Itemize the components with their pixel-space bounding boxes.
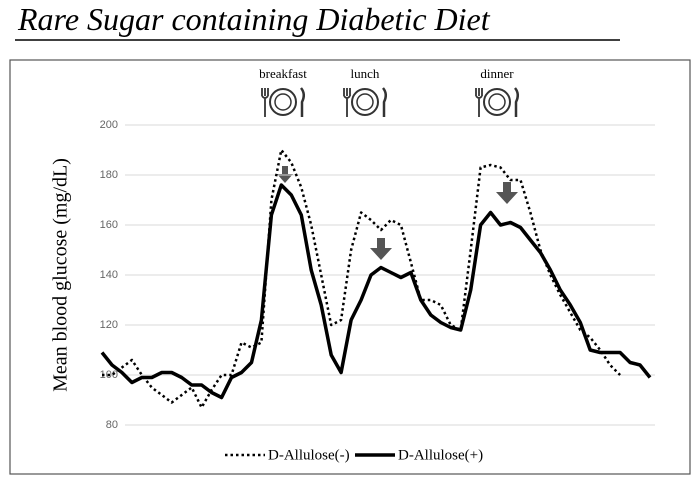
plate — [483, 88, 511, 116]
chart-frame — [9, 59, 691, 475]
y-tick-label: 180 — [100, 169, 118, 181]
y-tick-label: 120 — [100, 319, 118, 331]
arrows — [277, 166, 518, 260]
meal-icon — [261, 87, 305, 117]
line-series — [100, 183, 652, 400]
line-series — [102, 148, 621, 409]
fork — [343, 88, 351, 117]
plate — [351, 88, 379, 116]
meal-icon — [343, 87, 387, 117]
y-tick-label: 80 — [106, 419, 118, 431]
meal-icon — [475, 87, 519, 117]
plate-inner — [274, 93, 292, 111]
meal-label: dinner — [480, 66, 514, 81]
y-tick-label: 160 — [100, 219, 118, 231]
knife — [381, 87, 387, 117]
legend-label: D-Allulose(+) — [398, 447, 483, 463]
meal-label: breakfast — [259, 66, 307, 81]
chart-title: Rare Sugar containing Diabetic Diet — [17, 1, 491, 37]
plate-inner — [488, 93, 506, 111]
meal-label: lunch — [351, 66, 380, 81]
arrow — [370, 238, 392, 260]
y-tick-label: 140 — [100, 269, 118, 281]
knife — [513, 87, 519, 117]
plate-inner — [356, 93, 374, 111]
legend-label: D-Allulose(-) — [268, 447, 350, 463]
fork — [475, 88, 483, 117]
plate — [269, 88, 297, 116]
knife — [299, 87, 305, 117]
fork — [261, 88, 269, 117]
y-axis-label: Mean blood glucose (mg/dL) — [50, 158, 72, 392]
y-tick-label: 200 — [100, 119, 118, 131]
arrow — [496, 182, 518, 204]
